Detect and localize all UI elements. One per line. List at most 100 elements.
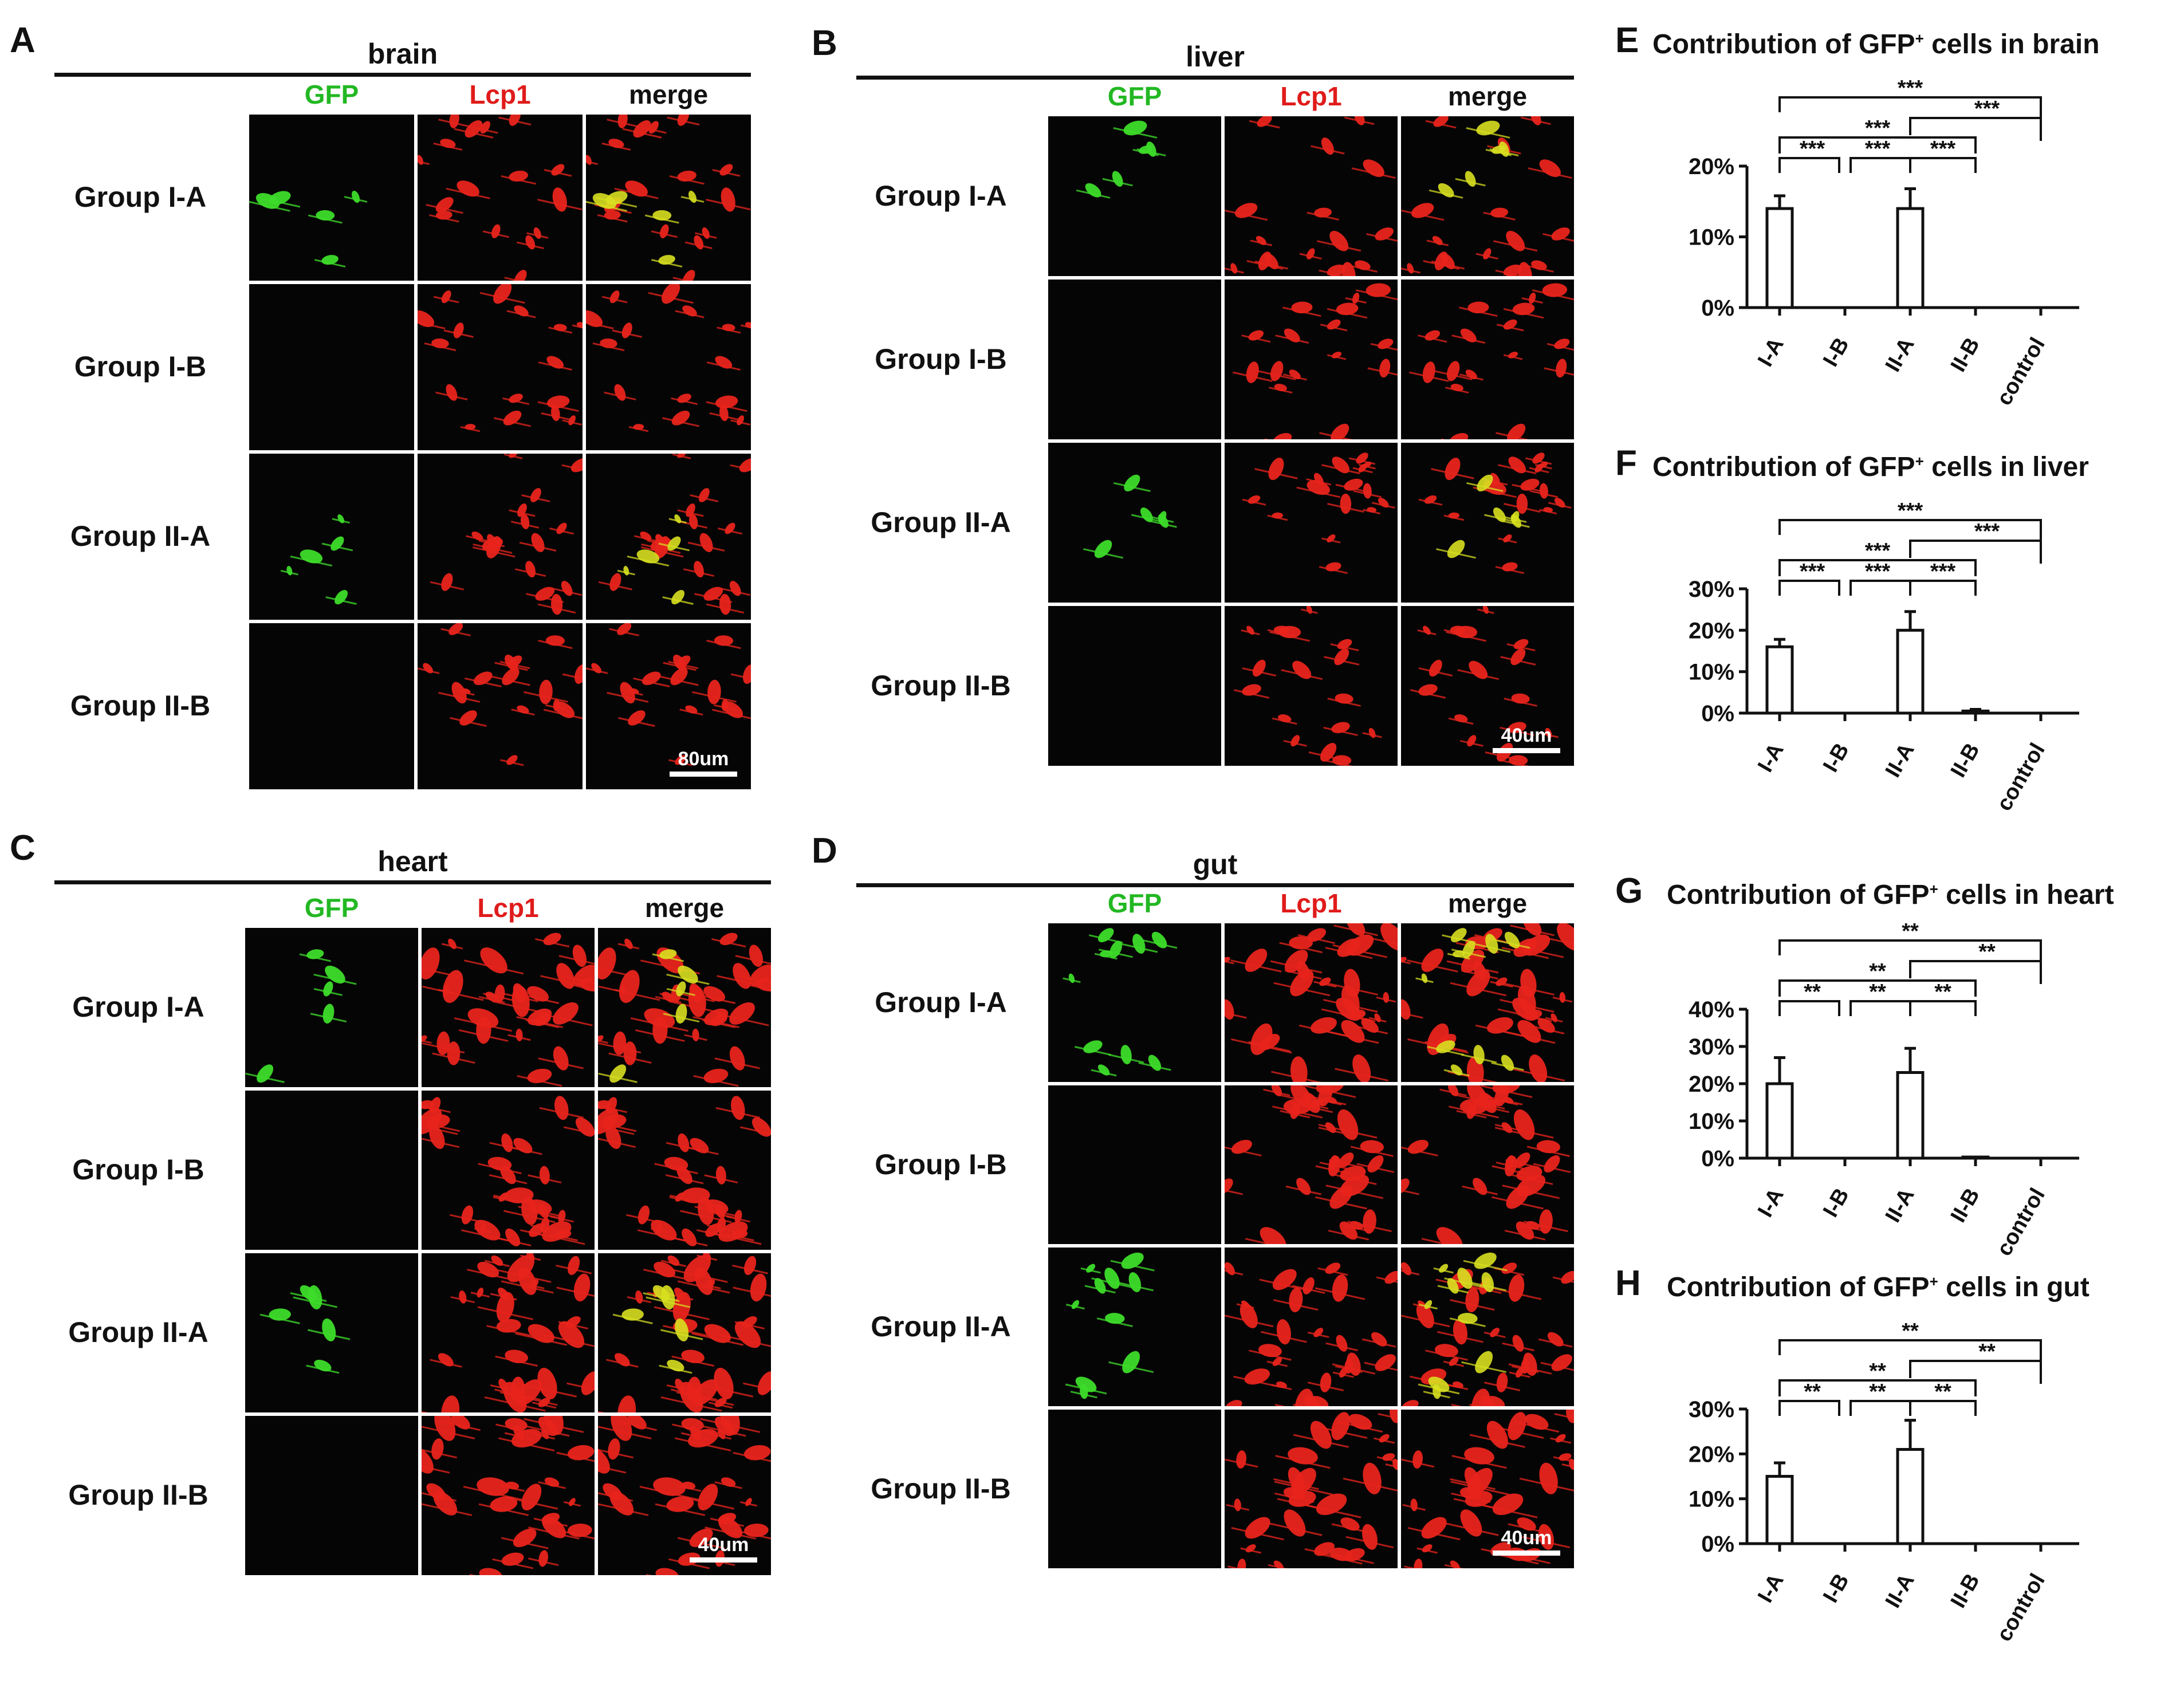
micrograph-image xyxy=(586,284,751,450)
micrograph-image xyxy=(1225,116,1398,276)
channel-label: Lcp1 xyxy=(1280,888,1342,918)
significance-label: *** xyxy=(1898,76,1923,100)
significance-bracket xyxy=(1778,96,2042,118)
significance-bracket xyxy=(1778,1339,2042,1361)
panel-title: heart xyxy=(377,845,448,877)
row-label: Group I-B xyxy=(875,343,1007,375)
scale-label: 40um xyxy=(1501,1527,1552,1549)
scale-line xyxy=(1493,748,1560,753)
x-tick-label: I-B xyxy=(1819,1185,1854,1222)
channel-label: Lcp1 xyxy=(477,893,539,923)
bar xyxy=(1961,1155,1990,1160)
bar xyxy=(1765,1082,1794,1160)
channel-label: merge xyxy=(1447,81,1528,111)
row-label: Group II-B xyxy=(70,690,211,722)
title-rule xyxy=(54,880,771,884)
y-tick-label: 20% xyxy=(1689,1072,1734,1097)
chart-title-sup: + xyxy=(1929,1273,1938,1290)
significance-label: *** xyxy=(1800,137,1825,161)
row-label: Group II-A xyxy=(68,1316,208,1348)
chart-title: Contribution of GFP+ cells in brain xyxy=(1652,29,2100,60)
panel-letter: A xyxy=(10,21,36,60)
significance-bracket xyxy=(1909,117,2042,141)
title-rule xyxy=(54,73,751,77)
significance-label: ** xyxy=(1869,980,1886,1004)
x-tick-label: II-A xyxy=(1881,334,1919,376)
scale-label: 40um xyxy=(1501,725,1552,746)
row-label: Group I-A xyxy=(875,179,1007,212)
x-tick-label: I-A xyxy=(1753,739,1789,777)
y-tick-label: 0% xyxy=(1701,1532,1734,1557)
y-tick-label: 30% xyxy=(1689,577,1734,602)
chart-letter: F xyxy=(1615,443,1637,483)
micrograph-image xyxy=(1401,116,1574,276)
x-tick-label: II-B xyxy=(1946,739,1985,782)
significance-label: *** xyxy=(1865,137,1891,161)
micrograph-image xyxy=(249,284,414,450)
significance-bracket xyxy=(1909,1400,1977,1416)
micrograph-image xyxy=(418,623,583,789)
micrograph-image xyxy=(245,1253,418,1412)
chart-title: Contribution of GFP+ cells in liver xyxy=(1652,451,2089,483)
row-label: Group II-A xyxy=(70,520,211,552)
micrograph-image xyxy=(598,1091,771,1250)
micrograph-image xyxy=(1048,1085,1221,1244)
panel-title: liver xyxy=(1186,41,1245,73)
significance-bracket xyxy=(1909,580,1977,596)
x-tick-label: II-A xyxy=(1881,1185,1919,1227)
panel-letter: C xyxy=(10,828,36,868)
y-tick-label: 10% xyxy=(1689,1109,1734,1134)
scale-bar: 40um xyxy=(1493,725,1560,753)
chart-letter: H xyxy=(1615,1264,1641,1303)
chart-title-sup: + xyxy=(1915,452,1924,470)
significance-label: ** xyxy=(1978,940,1996,964)
scale-line xyxy=(690,1557,757,1563)
significance-label: *** xyxy=(1865,539,1891,563)
x-tick-label: I-B xyxy=(1819,739,1854,777)
image-grid: 80um xyxy=(249,115,751,789)
micrograph-image xyxy=(418,115,583,281)
significance-bracket xyxy=(1909,540,2042,564)
bar xyxy=(1896,628,1925,715)
panel-letter: B xyxy=(812,23,837,63)
channel-label: GFP xyxy=(1107,888,1162,918)
y-tick-label: 0% xyxy=(1701,1146,1734,1171)
significance-bracket xyxy=(1778,939,2042,961)
bar xyxy=(1765,645,1794,715)
micrograph-image xyxy=(418,454,583,620)
scale-label: 40um xyxy=(698,1534,749,1556)
y-tick-label: 0% xyxy=(1701,701,1734,726)
chart-letter: E xyxy=(1615,21,1639,60)
micrograph-image xyxy=(422,1416,595,1575)
micrograph-image xyxy=(1401,1248,1574,1406)
significance-bracket xyxy=(1778,580,1840,596)
significance-label: *** xyxy=(1974,520,2000,544)
micrograph-image xyxy=(1048,116,1221,276)
x-tick-label: I-A xyxy=(1753,334,1789,371)
scale-bar: 40um xyxy=(690,1534,757,1563)
y-tick-label: 30% xyxy=(1689,1034,1734,1060)
micrograph-image xyxy=(1401,443,1574,603)
row-label: Group I-A xyxy=(74,181,207,213)
x-tick-label: I-B xyxy=(1819,334,1854,371)
bar xyxy=(1765,207,1794,309)
y-tick-label: 0% xyxy=(1701,296,1734,321)
image-grid: 40um xyxy=(245,928,771,1575)
micrograph-image xyxy=(1048,280,1221,439)
y-tick-label: 10% xyxy=(1689,225,1734,250)
channel-label: merge xyxy=(644,893,725,923)
channel-label: merge xyxy=(628,80,709,109)
micrograph-image xyxy=(245,928,418,1087)
micrograph-image xyxy=(418,284,583,450)
bar xyxy=(1961,709,1990,715)
micrograph-image xyxy=(245,1091,418,1250)
micrograph-image xyxy=(422,1253,595,1412)
x-tick-label: II-A xyxy=(1881,739,1919,782)
significance-bracket xyxy=(1778,559,1977,576)
x-tick-label: control xyxy=(1992,334,2050,410)
chart-title-prefix: Contribution of GFP xyxy=(1667,880,1930,910)
y-tick-label: 10% xyxy=(1689,660,1734,685)
row-label: Group I-A xyxy=(875,986,1007,1018)
bar-chart: 0%10%20%30%40%I-A I-B II-A II-B control** ** *… xyxy=(1689,919,2079,1260)
